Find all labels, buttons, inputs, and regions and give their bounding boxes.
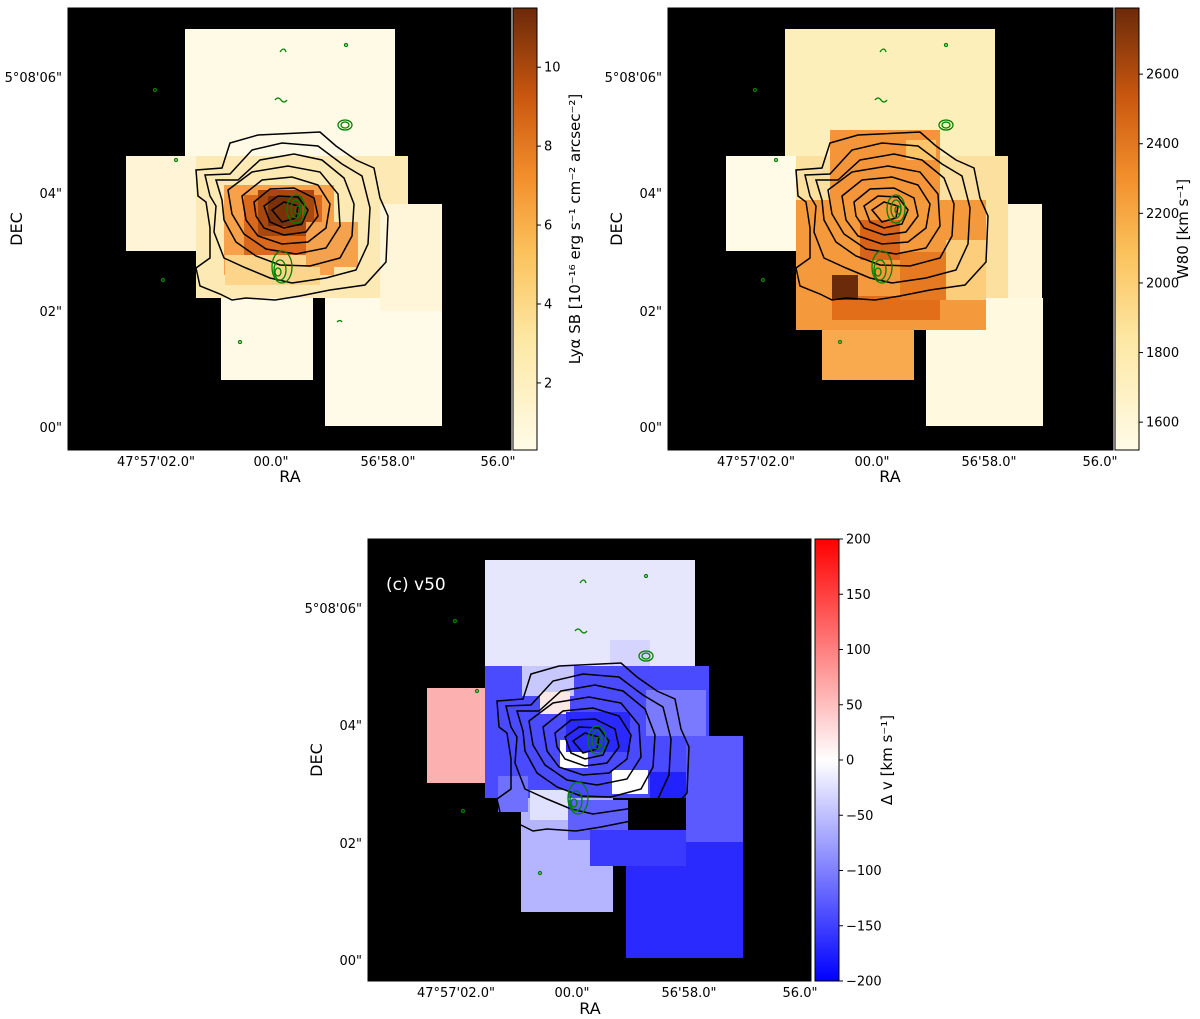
panel-b-ylabel: DEC bbox=[607, 212, 626, 246]
colorbar-tick-label: 4 bbox=[544, 297, 552, 312]
y-tick-label: 04" bbox=[39, 187, 62, 202]
x-tick-label: 56'58.0" bbox=[661, 986, 716, 1001]
panel-a-continuum-contours bbox=[152, 42, 353, 345]
panel-c: (c) v50 47°57'02.0" 00.0" 56'58.0" 56.0"… bbox=[305, 533, 896, 1019]
y-tick-label: 04" bbox=[339, 719, 362, 734]
panel-c-continuum-contours bbox=[452, 573, 654, 876]
colorbar-tick-label: 2200 bbox=[1146, 207, 1179, 222]
panel-b-y-ticks: 5°08'06" 04" 02" 00" bbox=[605, 71, 662, 436]
panel-c-colorbar-label: Δ v [km s⁻¹] bbox=[878, 715, 896, 805]
colorbar-tick-label: 200 bbox=[846, 533, 871, 548]
y-tick-label: 02" bbox=[339, 837, 362, 852]
panel-b-colorbar-label: W80 [km s⁻¹] bbox=[1174, 179, 1192, 279]
panel-b-xlabel: RA bbox=[879, 467, 900, 486]
panel-b-frame bbox=[667, 7, 1114, 451]
panel-c-x-ticks: 47°57'02.0" 00.0" 56'58.0" 56.0" bbox=[417, 986, 818, 1001]
panel-a-colorbar bbox=[512, 7, 538, 451]
colorbar-tick-label: 6 bbox=[544, 219, 552, 234]
colorbar-tick-label: 1600 bbox=[1146, 416, 1179, 431]
panel-a-y-ticks: 5°08'06" 04" 02" 00" bbox=[5, 71, 62, 436]
y-tick-label: 04" bbox=[639, 187, 662, 202]
panel-a-xlabel: RA bbox=[279, 467, 300, 486]
colorbar-tick-label: −100 bbox=[846, 864, 882, 879]
colorbar-tick-label: 100 bbox=[846, 643, 871, 658]
y-tick-label: 00" bbox=[339, 954, 362, 969]
colorbar-tick-label: 150 bbox=[846, 588, 871, 603]
panel-c-label: (c) v50 bbox=[386, 575, 446, 595]
panel-a-colorbar-label: Lyα SB [10⁻¹⁶ erg s⁻¹ cm⁻² arcsec⁻²] bbox=[566, 94, 584, 365]
panel-c-lya-contours bbox=[496, 662, 690, 832]
colorbar-tick-label: 50 bbox=[846, 698, 863, 713]
panel-a-colorbar-ticks: 2 4 6 8 10 bbox=[537, 61, 561, 391]
x-tick-label: 00.0" bbox=[555, 986, 590, 1001]
panel-a-ylabel: DEC bbox=[7, 212, 26, 246]
panel-b: (b) W80 47°57'02.0" 00.0" 56'58.0" 56.0"… bbox=[605, 7, 1192, 486]
panel-b-continuum-contours bbox=[752, 42, 954, 345]
y-tick-label: 02" bbox=[639, 305, 662, 320]
panel-c-colorbar-ticks: −200 −150 −100 −50 0 50 100 150 200 bbox=[839, 533, 882, 990]
y-tick-label: 02" bbox=[39, 305, 62, 320]
x-tick-label: 56.0" bbox=[1083, 455, 1118, 470]
x-tick-label: 47°57'02.0" bbox=[117, 455, 195, 470]
x-tick-label: 47°57'02.0" bbox=[717, 455, 795, 470]
panel-a-frame bbox=[67, 7, 512, 451]
colorbar-tick-label: 2000 bbox=[1146, 276, 1179, 291]
panel-c-colorbar bbox=[814, 538, 840, 982]
panel-a-x-ticks: 47°57'02.0" 00.0" 56'58.0" 56.0" bbox=[117, 455, 516, 470]
panel-c-frame bbox=[367, 538, 812, 982]
panel-b-colorbar bbox=[1114, 7, 1140, 451]
x-tick-label: 47°57'02.0" bbox=[417, 986, 495, 1001]
x-tick-label: 56.0" bbox=[783, 986, 818, 1001]
x-tick-label: 56'58.0" bbox=[961, 455, 1016, 470]
colorbar-tick-label: −150 bbox=[846, 919, 882, 934]
colorbar-tick-label: −200 bbox=[846, 975, 882, 990]
colorbar-tick-label: 8 bbox=[544, 140, 552, 155]
panel-c-cells bbox=[427, 560, 743, 958]
x-tick-label: 00.0" bbox=[254, 455, 289, 470]
panel-a-label: (a) Lyα SB bbox=[86, 43, 172, 63]
y-tick-label: 00" bbox=[639, 421, 662, 436]
x-tick-label: 56.0" bbox=[481, 455, 516, 470]
panel-a: (a) Lyα SB 47°57'02.0" 00.0" 56'58.0" 56… bbox=[5, 7, 584, 486]
colorbar-tick-label: 2400 bbox=[1146, 137, 1179, 152]
y-tick-label: 5°08'06" bbox=[605, 71, 662, 86]
colorbar-tick-label: 10 bbox=[544, 61, 561, 76]
colorbar-tick-label: 0 bbox=[846, 754, 854, 769]
colorbar-tick-label: 1800 bbox=[1146, 346, 1179, 361]
y-tick-label: 5°08'06" bbox=[5, 71, 62, 86]
panel-a-lya-contours bbox=[195, 131, 389, 301]
x-tick-label: 56'58.0" bbox=[360, 455, 415, 470]
panel-b-x-ticks: 47°57'02.0" 00.0" 56'58.0" 56.0" bbox=[717, 455, 1118, 470]
panel-b-label: (b) W80 bbox=[686, 43, 754, 63]
panel-b-lya-contours bbox=[795, 131, 989, 301]
colorbar-tick-label: 2 bbox=[544, 376, 552, 391]
y-tick-label: 5°08'06" bbox=[305, 602, 362, 617]
x-tick-label: 00.0" bbox=[855, 455, 890, 470]
colorbar-tick-label: 2600 bbox=[1146, 68, 1179, 83]
colorbar-tick-label: −50 bbox=[846, 809, 873, 824]
y-tick-label: 00" bbox=[39, 421, 62, 436]
panel-b-colorbar-ticks: 1600 1800 2000 2200 2400 2600 bbox=[1139, 68, 1179, 431]
panel-c-y-ticks: 5°08'06" 04" 02" 00" bbox=[305, 602, 362, 969]
panel-c-ylabel: DEC bbox=[307, 743, 326, 777]
panel-c-xlabel: RA bbox=[579, 999, 600, 1018]
